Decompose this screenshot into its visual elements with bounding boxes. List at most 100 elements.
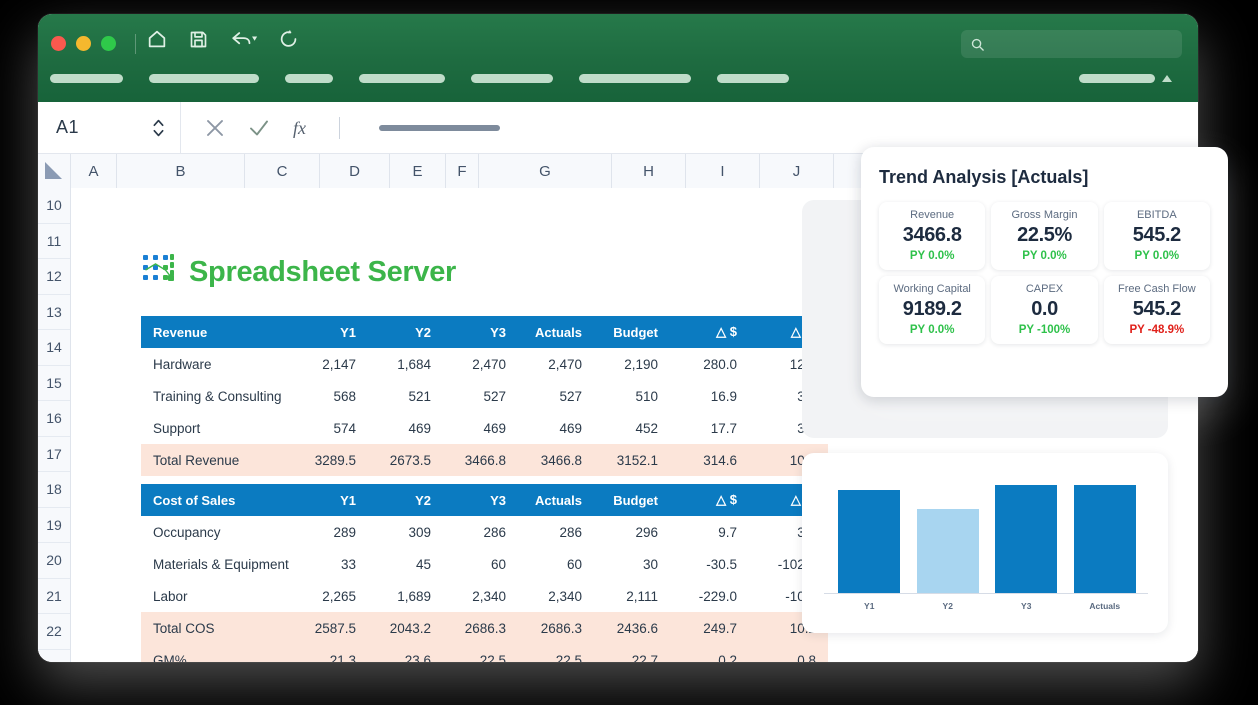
table-row[interactable]: Labor 2,265 1,689 2,340 2,340 2,111 -229…	[141, 580, 828, 612]
table-row-total[interactable]: Total Revenue 3289.5 2673.5 3466.8 3466.…	[141, 444, 828, 476]
column-header-e[interactable]: E	[390, 154, 446, 188]
fx-icon[interactable]: fx	[291, 116, 315, 140]
col-y1[interactable]: Y1	[293, 484, 368, 516]
cell-value: 0.8	[749, 644, 828, 662]
row-header[interactable]: 16	[38, 401, 70, 437]
row-header[interactable]: 18	[38, 472, 70, 508]
row-header[interactable]: 23	[38, 650, 70, 662]
cell-value: 2,147	[322, 356, 356, 372]
kpi-card-free-cash-flow[interactable]: Free Cash Flow 545.2 PY -48.9%	[1103, 276, 1210, 344]
close-icon[interactable]	[203, 116, 227, 140]
col-delta-dollar[interactable]: △ $	[670, 484, 749, 516]
column-header-c[interactable]: C	[245, 154, 320, 188]
col-actuals[interactable]: Actuals	[518, 484, 594, 516]
row-header[interactable]: 21	[38, 579, 70, 614]
ribbon-item-4[interactable]	[359, 74, 445, 83]
chevron-up-icon[interactable]	[1162, 75, 1172, 82]
row-header[interactable]: 11	[38, 224, 70, 259]
col-budget[interactable]: Budget	[594, 484, 670, 516]
bar-y1[interactable]	[838, 490, 901, 593]
kpi-card-revenue[interactable]: Revenue 3466.8 PY 0.0%	[879, 202, 986, 270]
cell-value: 17.7	[710, 420, 737, 436]
col-actuals[interactable]: Actuals	[518, 316, 594, 348]
column-header-h[interactable]: H	[612, 154, 686, 188]
formula-divider	[339, 116, 340, 139]
column-header-i[interactable]: I	[686, 154, 760, 188]
revenue-table-header: Revenue Y1 Y2 Y3 Actuals Budget △ $ △ %	[141, 316, 828, 348]
cell-value: 527	[559, 388, 582, 404]
row-header[interactable]: 13	[38, 295, 70, 330]
column-header-a[interactable]: A	[71, 154, 117, 188]
minimize-window-button[interactable]	[76, 36, 91, 51]
bar-y3[interactable]	[995, 484, 1058, 593]
row-header[interactable]: 15	[38, 366, 70, 401]
search-input[interactable]	[992, 37, 1177, 51]
bar-actuals[interactable]	[1073, 484, 1136, 593]
revenue-table-body: Hardware 2,147 1,684 2,470 2,470 2,190 2…	[141, 348, 828, 484]
select-all-corner[interactable]	[38, 154, 71, 188]
ribbon-item-6[interactable]	[579, 74, 691, 83]
table-row-total[interactable]: Total COS 2587.5 2043.2 2686.3 2686.3 24…	[141, 612, 828, 644]
ribbon-item-8[interactable]	[1079, 74, 1155, 83]
save-icon[interactable]	[188, 29, 209, 50]
bar-y2[interactable]	[916, 509, 979, 593]
col-cost-of-sales[interactable]: Cost of Sales	[141, 484, 293, 516]
table-row[interactable]: Training & Consulting 568 521 527 527 51…	[141, 380, 828, 412]
ribbon-item-3[interactable]	[285, 74, 333, 83]
table-row[interactable]: Support 574 469 469 469 452 17.7 3.9	[141, 412, 828, 444]
chevron-updown-icon[interactable]	[151, 116, 166, 140]
table-row[interactable]: Hardware 2,147 1,684 2,470 2,470 2,190 2…	[141, 348, 828, 380]
column-header-j[interactable]: J	[760, 154, 834, 188]
name-box[interactable]: A1	[38, 101, 181, 154]
ribbon-item-5[interactable]	[471, 74, 553, 83]
col-y3[interactable]: Y3	[443, 316, 518, 348]
col-y1[interactable]: Y1	[293, 316, 368, 348]
home-icon[interactable]	[146, 28, 168, 50]
col-revenue[interactable]: Revenue	[141, 316, 293, 348]
page-title: Spreadsheet Server	[189, 256, 457, 288]
column-header-b[interactable]: B	[117, 154, 245, 188]
cell-value: 3466.8	[518, 444, 594, 476]
redo-icon[interactable]	[278, 28, 300, 50]
col-y2[interactable]: Y2	[368, 316, 443, 348]
col-budget[interactable]: Budget	[594, 316, 670, 348]
search-box[interactable]	[961, 30, 1182, 58]
formula-input[interactable]	[379, 124, 500, 131]
toolbar-divider	[135, 34, 136, 54]
maximize-window-button[interactable]	[101, 36, 116, 51]
formula-actions: fx	[181, 116, 500, 140]
kpi-card-ebitda[interactable]: EBITDA 545.2 PY 0.0%	[1103, 202, 1210, 270]
row-header[interactable]: 12	[38, 259, 70, 295]
row-header[interactable]: 10	[38, 188, 70, 224]
kpi-value: 0.0	[1031, 298, 1058, 320]
ribbon-item-2[interactable]	[149, 74, 259, 83]
row-header[interactable]: 20	[38, 543, 70, 579]
column-header-g[interactable]: G	[479, 154, 612, 188]
table-row[interactable]: Materials & Equipment 33 45 60 60 30 -30…	[141, 548, 828, 580]
col-delta-dollar[interactable]: △ $	[670, 316, 749, 348]
kpi-card-capex[interactable]: CAPEX 0.0 PY -100%	[991, 276, 1098, 344]
close-window-button[interactable]	[51, 36, 66, 51]
row-header[interactable]: 14	[38, 330, 70, 366]
table-row-gm[interactable]: GM% 21.3 23.6 22.5 22.5 22.7 0.2 0.8	[141, 644, 828, 662]
kpi-card-gross-margin[interactable]: Gross Margin 22.5% PY 0.0%	[991, 202, 1098, 270]
column-header-f[interactable]: F	[446, 154, 479, 188]
cell-value: 2686.3	[518, 612, 594, 644]
cell-value: 2686.3	[443, 612, 518, 644]
cell-value: 2587.5	[293, 612, 368, 644]
ribbon-item-7[interactable]	[717, 74, 789, 83]
check-icon[interactable]	[247, 116, 271, 140]
cell-value: 452	[635, 420, 658, 436]
table-row[interactable]: Occupancy 289 309 286 286 296 9.7 3.3	[141, 516, 828, 548]
row-header[interactable]: 19	[38, 508, 70, 543]
cell-value: 1,689	[397, 588, 431, 604]
ribbon-item-1[interactable]	[50, 74, 123, 83]
col-y2[interactable]: Y2	[368, 484, 443, 516]
row-header[interactable]: 22	[38, 614, 70, 650]
row-header[interactable]: 17	[38, 437, 70, 472]
col-y3[interactable]: Y3	[443, 484, 518, 516]
undo-icon[interactable]	[229, 29, 258, 49]
column-header-d[interactable]: D	[320, 154, 390, 188]
cell-value: 33	[340, 556, 356, 572]
kpi-card-working-capital[interactable]: Working Capital 9189.2 PY 0.0%	[879, 276, 986, 344]
